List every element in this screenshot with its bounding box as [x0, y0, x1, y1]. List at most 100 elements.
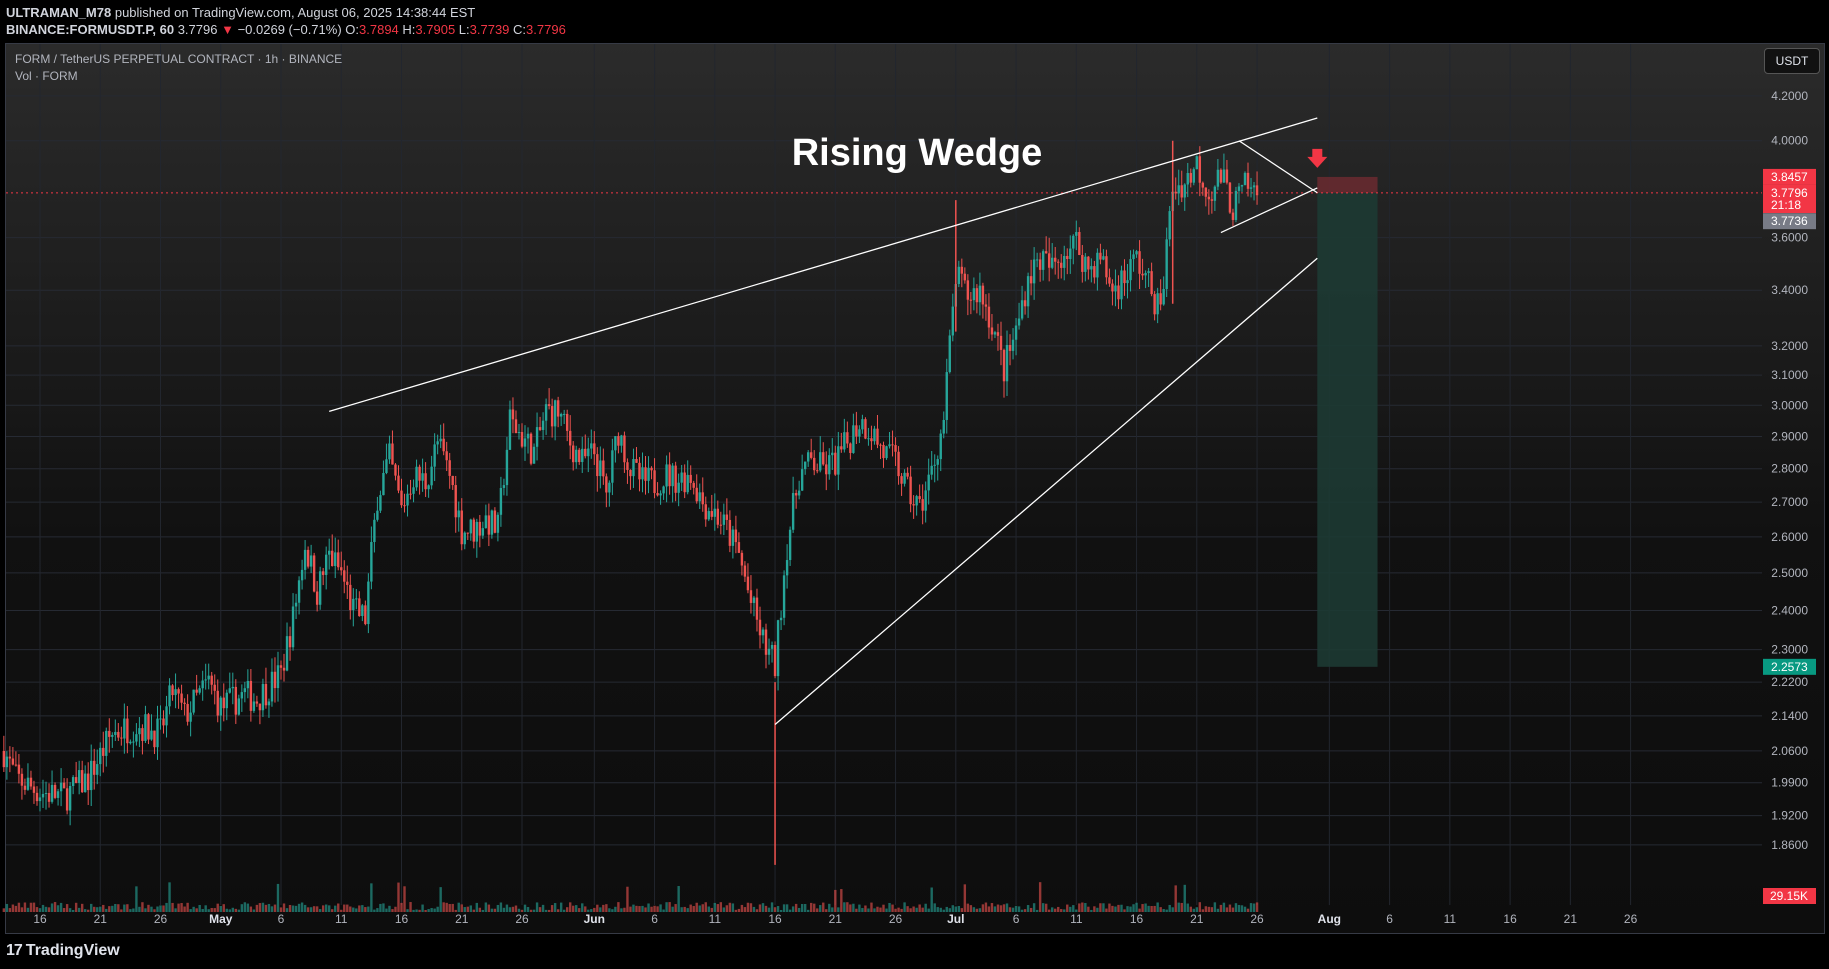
candle-body[interactable]	[1207, 196, 1211, 200]
candle-body[interactable]	[430, 466, 433, 486]
candle-body[interactable]	[939, 433, 942, 460]
candle-body[interactable]	[689, 474, 692, 483]
candle-body[interactable]	[14, 764, 18, 766]
candle-body[interactable]	[1011, 339, 1015, 351]
candle-body[interactable]	[463, 532, 466, 545]
candle-body[interactable]	[499, 487, 503, 515]
candle-body[interactable]	[376, 510, 379, 520]
legend-title[interactable]: FORM / TetherUS PERPETUAL CONTRACT · 1h …	[15, 52, 343, 66]
candle-body[interactable]	[897, 451, 900, 477]
candle-body[interactable]	[1228, 182, 1232, 213]
candle-body[interactable]	[581, 448, 584, 463]
candle-body[interactable]	[975, 288, 979, 303]
candle-body[interactable]	[656, 493, 659, 496]
candle-body[interactable]	[773, 644, 777, 677]
candle-body[interactable]	[1072, 235, 1075, 249]
candle-body[interactable]	[457, 510, 460, 518]
candle-body[interactable]	[129, 741, 132, 744]
candle-body[interactable]	[267, 701, 271, 706]
candle-body[interactable]	[1180, 185, 1183, 198]
candle-body[interactable]	[556, 400, 560, 417]
candle-body[interactable]	[1165, 239, 1168, 290]
candle-body[interactable]	[481, 528, 485, 536]
candle-body[interactable]	[894, 445, 897, 452]
candle-body[interactable]	[852, 425, 855, 453]
candle-body[interactable]	[478, 521, 482, 536]
candle-body[interactable]	[508, 409, 512, 450]
candle-body[interactable]	[978, 285, 982, 303]
candle-body[interactable]	[159, 718, 162, 720]
candle-body[interactable]	[367, 581, 370, 625]
candle-body[interactable]	[867, 438, 870, 440]
wedge-lower-trendline[interactable]	[774, 257, 1318, 726]
candle-body[interactable]	[864, 419, 867, 439]
candle-body[interactable]	[746, 576, 750, 591]
candle-body[interactable]	[1255, 185, 1259, 196]
candle-body[interactable]	[758, 619, 762, 636]
candle-body[interactable]	[23, 785, 27, 790]
candle-body[interactable]	[1246, 172, 1250, 189]
candle-body[interactable]	[337, 552, 340, 568]
candle-body[interactable]	[990, 327, 994, 335]
candle-body[interactable]	[840, 446, 843, 450]
candle-body[interactable]	[1120, 270, 1123, 300]
candle-body[interactable]	[1174, 191, 1177, 194]
candle-body[interactable]	[138, 728, 141, 735]
candle-body[interactable]	[936, 459, 939, 465]
candle-body[interactable]	[403, 505, 406, 507]
candle-body[interactable]	[719, 524, 723, 526]
candle-body[interactable]	[565, 413, 569, 431]
candle-body[interactable]	[204, 679, 207, 681]
candle-body[interactable]	[1026, 276, 1030, 307]
candle-body[interactable]	[11, 758, 15, 765]
candle-body[interactable]	[903, 472, 906, 484]
candle-body[interactable]	[87, 773, 90, 791]
candle-body[interactable]	[228, 688, 231, 693]
candle-body[interactable]	[626, 462, 629, 470]
candle-body[interactable]	[776, 620, 780, 677]
candle-body[interactable]	[514, 419, 518, 434]
candle-body[interactable]	[180, 693, 183, 703]
candle-body[interactable]	[391, 443, 394, 465]
candle-body[interactable]	[520, 432, 524, 447]
candle-body[interactable]	[68, 785, 72, 811]
candle-body[interactable]	[306, 549, 310, 567]
candle-body[interactable]	[192, 689, 195, 713]
candle-body[interactable]	[174, 689, 177, 696]
candle-body[interactable]	[108, 730, 111, 737]
candle-body[interactable]	[544, 404, 548, 421]
candle-body[interactable]	[858, 429, 861, 437]
candle-body[interactable]	[629, 469, 632, 477]
candle-body[interactable]	[427, 485, 430, 490]
candle-body[interactable]	[668, 464, 671, 487]
candle-body[interactable]	[1105, 256, 1108, 278]
candle-body[interactable]	[737, 542, 741, 553]
candle-body[interactable]	[460, 510, 463, 545]
candle-body[interactable]	[496, 514, 500, 533]
candle-body[interactable]	[1129, 259, 1132, 281]
candle-body[interactable]	[1099, 252, 1102, 260]
candle-body[interactable]	[945, 372, 948, 420]
candle-body[interactable]	[680, 472, 683, 483]
candle-body[interactable]	[234, 686, 238, 715]
candle-body[interactable]	[559, 413, 563, 417]
candle-body[interactable]	[358, 598, 361, 617]
candle-body[interactable]	[930, 465, 933, 475]
candle-body[interactable]	[132, 741, 135, 743]
candle-body[interactable]	[1035, 259, 1039, 261]
candle-body[interactable]	[1201, 182, 1205, 188]
candle-body[interactable]	[418, 466, 421, 481]
candle-body[interactable]	[707, 511, 710, 520]
chart-pane[interactable]	[5, 43, 1825, 934]
candle-body[interactable]	[400, 490, 403, 506]
candle-body[interactable]	[252, 701, 256, 711]
candle-body[interactable]	[535, 427, 539, 447]
candle-body[interactable]	[791, 493, 795, 530]
candle-body[interactable]	[915, 496, 918, 506]
candle-body[interactable]	[1198, 156, 1202, 183]
candle-body[interactable]	[550, 406, 554, 427]
candle-body[interactable]	[1222, 169, 1226, 183]
candle-body[interactable]	[189, 712, 192, 722]
candle-body[interactable]	[186, 703, 189, 722]
